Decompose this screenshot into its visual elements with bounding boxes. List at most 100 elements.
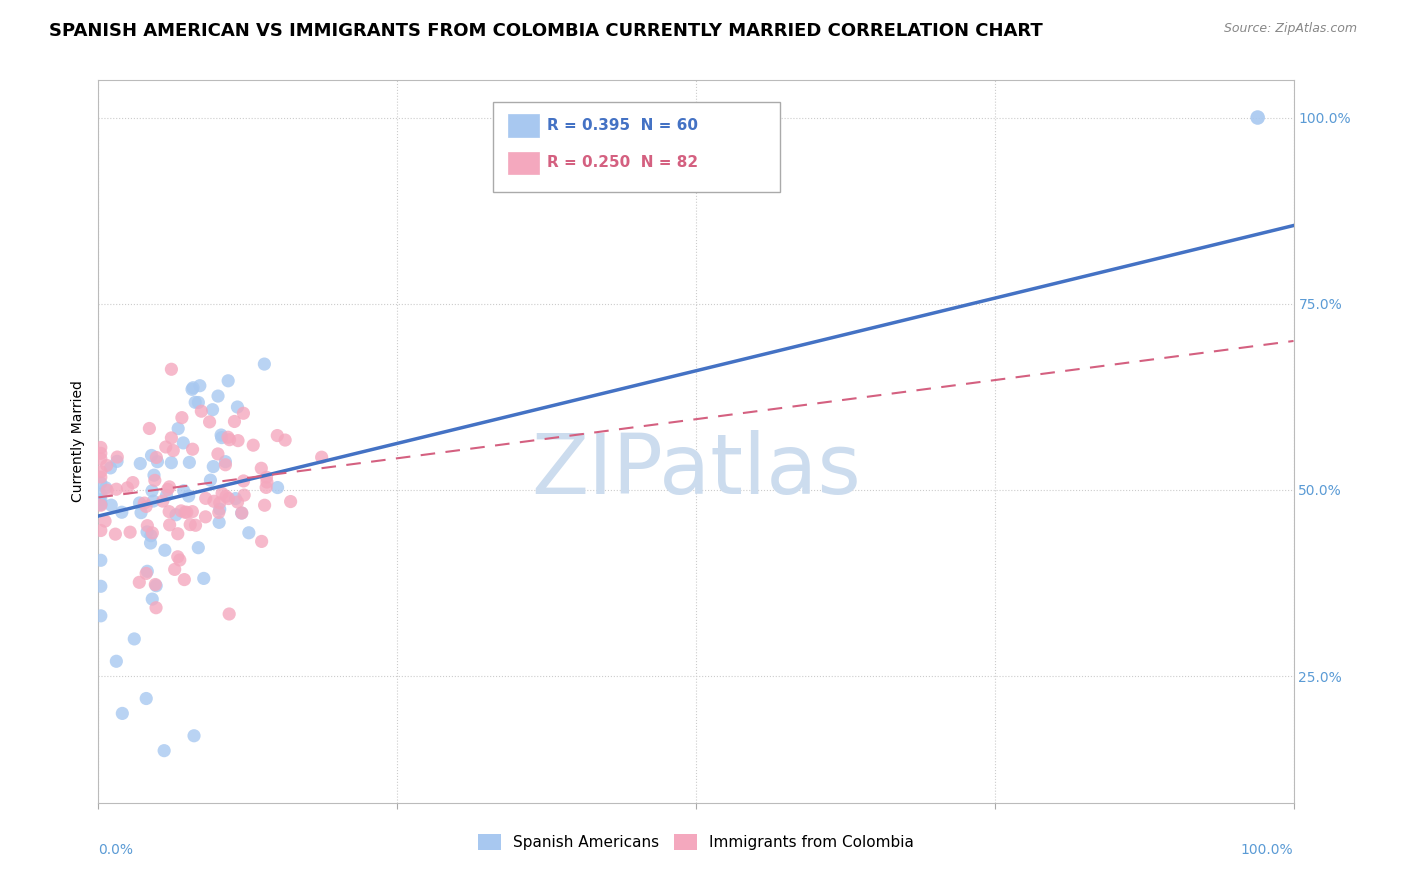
Point	[160, 431, 183, 445]
Point	[90, 441, 112, 455]
Point	[128, 575, 150, 590]
Point	[200, 473, 222, 487]
Point	[211, 431, 233, 445]
Point	[117, 481, 139, 495]
Point	[155, 488, 177, 502]
FancyBboxPatch shape	[509, 114, 540, 136]
Point	[250, 461, 273, 475]
Point	[163, 562, 186, 576]
Point	[120, 525, 142, 540]
Point	[111, 505, 134, 519]
Point	[211, 486, 233, 500]
Point	[274, 433, 297, 447]
Point	[90, 451, 112, 466]
Point	[134, 496, 156, 510]
Point	[111, 706, 134, 721]
Point	[231, 506, 253, 520]
Point	[1247, 111, 1270, 125]
Point	[90, 465, 112, 479]
Point	[90, 524, 112, 538]
Point	[138, 421, 160, 435]
Point	[170, 410, 193, 425]
Point	[94, 481, 117, 495]
Point	[169, 553, 191, 567]
Point	[184, 395, 207, 409]
Point	[136, 564, 159, 578]
Point	[187, 395, 209, 409]
Point	[201, 402, 224, 417]
Text: R = 0.395  N = 60: R = 0.395 N = 60	[547, 118, 697, 133]
Point	[157, 505, 180, 519]
Point	[153, 543, 176, 558]
Point	[253, 498, 276, 512]
Point	[90, 579, 112, 593]
Point	[176, 505, 198, 519]
Point	[233, 488, 256, 502]
Point	[172, 436, 194, 450]
Point	[214, 455, 236, 469]
Text: R = 0.250  N = 82: R = 0.250 N = 82	[547, 155, 697, 170]
Point	[209, 428, 232, 442]
Point	[256, 475, 278, 489]
Point	[280, 494, 302, 508]
Point	[105, 482, 128, 496]
Point	[157, 480, 180, 494]
Point	[160, 362, 183, 376]
Point	[90, 470, 112, 484]
Point	[165, 508, 187, 522]
Point	[194, 491, 217, 506]
Point	[105, 450, 128, 464]
Point	[142, 494, 165, 508]
Point	[174, 505, 197, 519]
Point	[160, 456, 183, 470]
Point	[218, 607, 240, 621]
Point	[139, 529, 162, 543]
Point	[90, 487, 112, 501]
Point	[141, 592, 163, 607]
Point	[208, 505, 231, 519]
Point	[167, 421, 190, 435]
Point	[208, 496, 231, 510]
FancyBboxPatch shape	[494, 102, 780, 193]
Point	[238, 525, 260, 540]
Point	[187, 541, 209, 555]
Point	[198, 415, 221, 429]
Point	[96, 483, 118, 498]
Point	[217, 430, 239, 444]
Point	[181, 442, 204, 457]
Point	[90, 497, 112, 511]
Point	[145, 450, 167, 465]
Text: SPANISH AMERICAN VS IMMIGRANTS FROM COLOMBIA CURRENTLY MARRIED CORRELATION CHART: SPANISH AMERICAN VS IMMIGRANTS FROM COLO…	[49, 22, 1043, 40]
Point	[143, 468, 166, 483]
Point	[145, 600, 167, 615]
Text: 100.0%: 100.0%	[1241, 843, 1294, 856]
Point	[226, 495, 249, 509]
Point	[184, 518, 207, 533]
Point	[129, 506, 152, 520]
Point	[146, 455, 169, 469]
Point	[104, 527, 127, 541]
Point	[218, 491, 240, 506]
Point	[224, 415, 246, 429]
Point	[141, 449, 163, 463]
Point	[226, 400, 249, 414]
Y-axis label: Currently Married: Currently Married	[72, 381, 86, 502]
Point	[181, 382, 204, 396]
Point	[124, 632, 146, 646]
Point	[90, 553, 112, 567]
Text: ZIPatlas: ZIPatlas	[531, 430, 860, 511]
Point	[208, 516, 231, 530]
Point	[173, 483, 195, 498]
Point	[266, 428, 288, 442]
Point	[177, 489, 200, 503]
Point	[139, 536, 162, 550]
Point	[256, 470, 278, 484]
Point	[135, 566, 157, 581]
Point	[100, 461, 122, 475]
Point	[173, 573, 195, 587]
Point	[207, 447, 229, 461]
Point	[181, 381, 204, 395]
Point	[90, 492, 112, 507]
Point	[141, 525, 163, 540]
Point	[217, 374, 239, 388]
